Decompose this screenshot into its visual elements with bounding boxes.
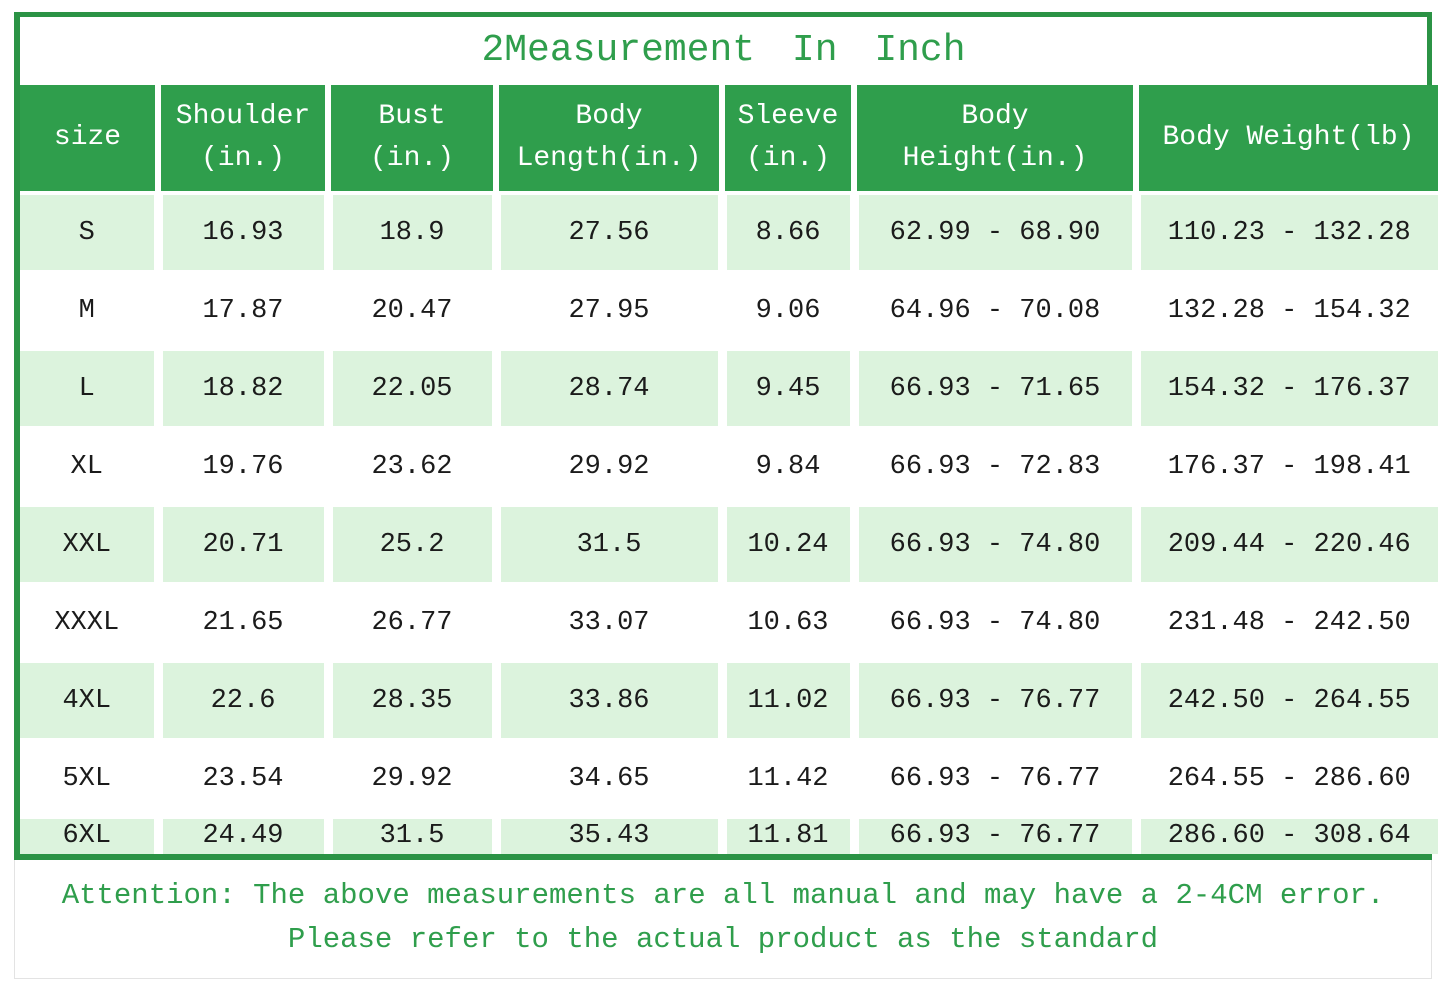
table-row: 6XL 24.49 31.5 35.43 11.81 66.93 - 76.77 286.6…: [20, 816, 1438, 854]
table-cell: 22.05: [328, 348, 501, 428]
column-header: Sleeve (in.): [722, 85, 857, 195]
size-cell: 6XL: [20, 816, 163, 854]
column-header: Body Length(in.): [496, 85, 725, 195]
size-chart-frame: 2Measurement In Inch size Shoulder (in.) Bu…: [14, 12, 1438, 860]
table-cell: 29.92: [328, 738, 501, 818]
attention-line-2: Please refer to the actual product as th…: [287, 923, 1159, 956]
table-row: XL 19.76 23.62 29.92 9.84 66.93 - 72.83 176.37…: [20, 426, 1438, 506]
size-cell: S: [20, 193, 163, 272]
attention-note: Attention: The above measurements are al…: [14, 860, 1432, 979]
table-cell: 20.47: [328, 270, 501, 350]
column-header: Bust (in.): [328, 85, 499, 195]
table-row: L 18.82 22.05 28.74 9.45 66.93 - 71.65 154.32 …: [20, 348, 1438, 428]
size-cell: XL: [20, 426, 163, 506]
table-cell: 231.48 - 242.50: [1136, 582, 1438, 662]
size-cell: 4XL: [20, 660, 163, 740]
table-cell: 21.65: [158, 582, 333, 662]
table-cell: 11.81: [722, 816, 859, 854]
table-cell: 29.92: [496, 426, 727, 506]
table-cell: 132.28 - 154.32: [1136, 270, 1438, 350]
table-cell: 66.93 - 71.65: [854, 348, 1141, 428]
table-row: S 16.93 18.9 27.56 8.66 62.99 - 68.90 110.23 -…: [20, 193, 1438, 272]
column-header: size: [20, 85, 161, 195]
table-cell: 66.93 - 72.83: [854, 426, 1141, 506]
table-row: M 17.87 20.47 27.95 9.06 64.96 - 70.08 132.28 …: [20, 270, 1438, 350]
table-cell: 24.49: [158, 816, 333, 854]
table-cell: 27.56: [496, 193, 727, 272]
table-cell: 23.54: [158, 738, 333, 818]
table-cell: 176.37 - 198.41: [1136, 426, 1438, 506]
table-cell: 31.5: [496, 504, 727, 584]
table-cell: 20.71: [158, 504, 333, 584]
table-cell: 17.87: [158, 270, 333, 350]
table-cell: 11.42: [722, 738, 859, 818]
size-cell: XXXL: [20, 582, 163, 662]
table-cell: 11.02: [722, 660, 859, 740]
table-cell: 64.96 - 70.08: [854, 270, 1141, 350]
table-cell: 110.23 - 132.28: [1136, 193, 1438, 272]
table-cell: 27.95: [496, 270, 727, 350]
table-cell: 16.93: [158, 193, 333, 272]
table-cell: 26.77: [328, 582, 501, 662]
table-cell: 209.44 - 220.46: [1136, 504, 1438, 584]
table-cell: 22.6: [158, 660, 333, 740]
column-header: Body Height(in.): [854, 85, 1139, 195]
table-cell: 9.06: [722, 270, 859, 350]
table-cell: 25.2: [328, 504, 501, 584]
table-header-row: size Shoulder (in.) Bust (in.) Body Length(in.…: [20, 85, 1438, 195]
table-row: XXXL 21.65 26.77 33.07 10.63 66.93 - 74.80 231…: [20, 582, 1438, 662]
table-row: XXL 20.71 25.2 31.5 10.24 66.93 - 74.80 209.44…: [20, 504, 1438, 584]
size-cell: L: [20, 348, 163, 428]
table-cell: 19.76: [158, 426, 333, 506]
table-cell: 18.9: [328, 193, 501, 272]
attention-line-1: Attention: The above measurements are al…: [61, 879, 1385, 912]
table-cell: 8.66: [722, 193, 859, 272]
table-cell: 66.93 - 76.77: [854, 738, 1141, 818]
table-cell: 31.5: [328, 816, 501, 854]
size-cell: M: [20, 270, 163, 350]
table-cell: 242.50 - 264.55: [1136, 660, 1438, 740]
table-cell: 286.60 - 308.64: [1136, 816, 1438, 854]
table-cell: 33.86: [496, 660, 727, 740]
table-cell: 66.93 - 74.80: [854, 582, 1141, 662]
table-cell: 9.84: [722, 426, 859, 506]
column-header: Body Weight(lb): [1136, 85, 1438, 195]
size-cell: XXL: [20, 504, 163, 584]
table-cell: 10.24: [722, 504, 859, 584]
table-cell: 66.93 - 76.77: [854, 816, 1141, 854]
table-body: S 16.93 18.9 27.56 8.66 62.99 - 68.90 110.23 -…: [20, 193, 1438, 854]
size-cell: 5XL: [20, 738, 163, 818]
table-cell: 34.65: [496, 738, 727, 818]
column-header: Shoulder (in.): [158, 85, 331, 195]
table-cell: 66.93 - 74.80: [854, 504, 1141, 584]
table-cell: 23.62: [328, 426, 501, 506]
table-cell: 66.93 - 76.77: [854, 660, 1141, 740]
table-cell: 33.07: [496, 582, 727, 662]
table-cell: 154.32 - 176.37: [1136, 348, 1438, 428]
table-cell: 62.99 - 68.90: [854, 193, 1141, 272]
table-cell: 18.82: [158, 348, 333, 428]
chart-title: 2Measurement In Inch: [481, 29, 966, 72]
size-measurement-table: size Shoulder (in.) Bust (in.) Body Length(in.…: [20, 85, 1438, 854]
table-cell: 264.55 - 286.60: [1136, 738, 1438, 818]
table-cell: 10.63: [722, 582, 859, 662]
table-row: 5XL 23.54 29.92 34.65 11.42 66.93 - 76.77 264.…: [20, 738, 1438, 818]
table-cell: 28.74: [496, 348, 727, 428]
table-row: 4XL 22.6 28.35 33.86 11.02 66.93 - 76.77 242.5…: [20, 660, 1438, 740]
table-cell: 28.35: [328, 660, 501, 740]
table-cell: 35.43: [496, 816, 727, 854]
table-cell: 9.45: [722, 348, 859, 428]
